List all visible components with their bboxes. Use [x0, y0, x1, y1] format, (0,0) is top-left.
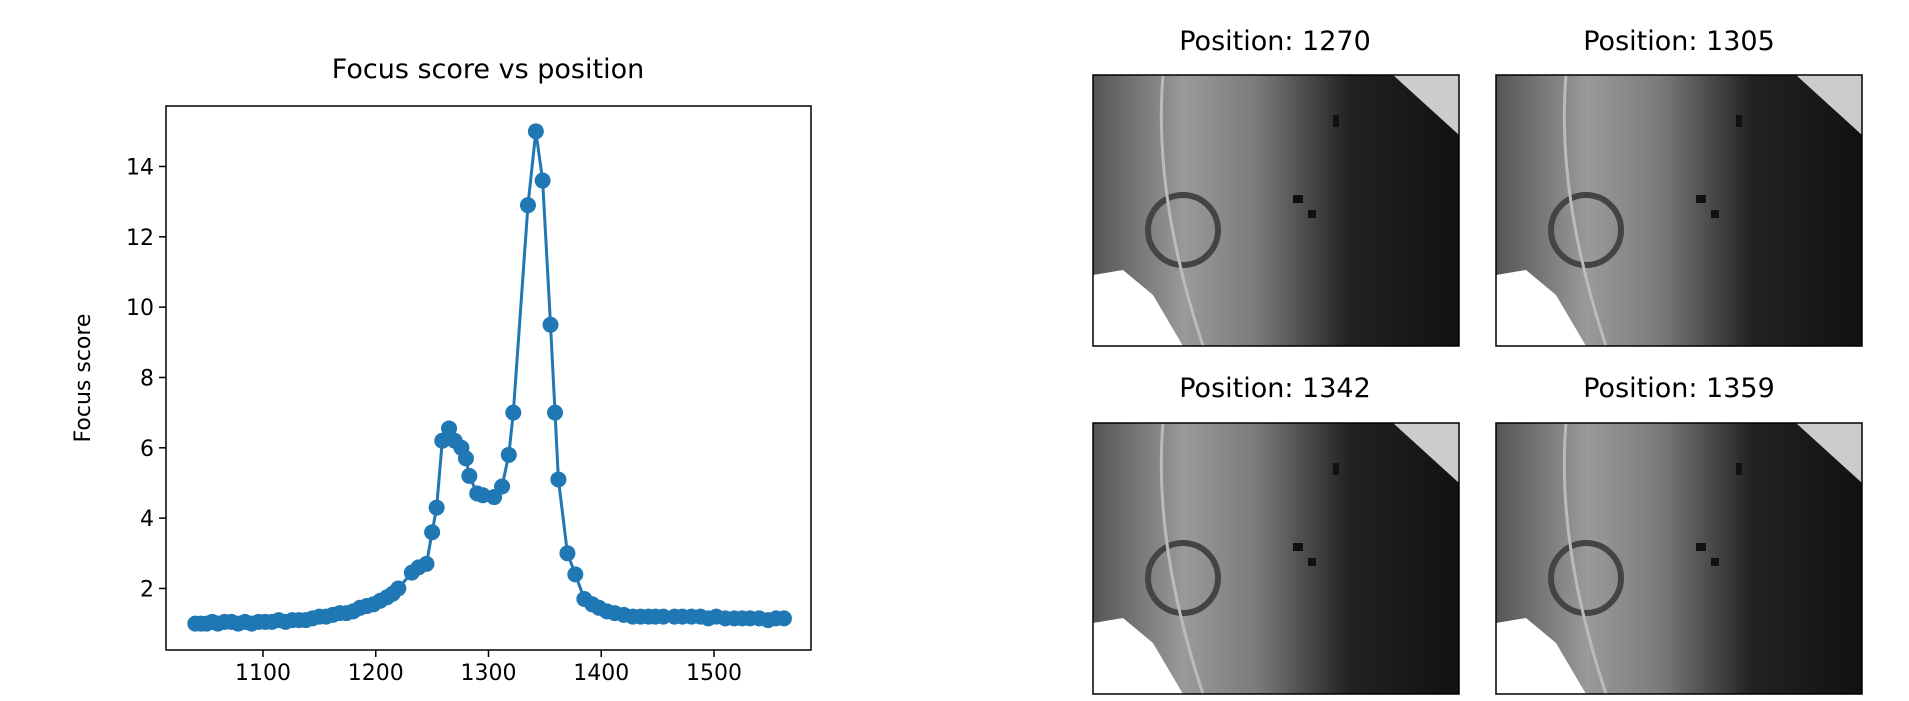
- marker: [550, 471, 567, 488]
- marker: [457, 450, 474, 467]
- marker: [775, 610, 792, 627]
- y-axis-label: Focus score: [71, 314, 96, 443]
- y-tick-label: 6: [140, 437, 154, 462]
- marker: [390, 580, 407, 597]
- image: [1496, 423, 1862, 694]
- chart-title: Focus score vs position: [332, 54, 644, 85]
- marker: [534, 172, 551, 189]
- image: [1093, 75, 1459, 346]
- x-tick-label: 1100: [235, 661, 291, 686]
- line: [195, 131, 784, 626]
- image: [1496, 75, 1862, 346]
- image-title: Position: 1342: [1179, 373, 1371, 404]
- image-frame: [1495, 74, 1863, 347]
- marker: [559, 545, 576, 562]
- marker: [519, 197, 536, 214]
- image-frame: [1092, 422, 1460, 695]
- marker: [441, 420, 458, 437]
- y-tick-label: 8: [140, 366, 154, 391]
- image-frame: [1092, 74, 1460, 347]
- marker: [434, 432, 451, 449]
- marker: [527, 123, 544, 140]
- marker: [505, 404, 522, 421]
- marker: [567, 566, 584, 583]
- y-tick-label: 12: [126, 226, 154, 251]
- x-tick-label: 1500: [686, 661, 742, 686]
- image-title: Position: 1270: [1179, 26, 1371, 57]
- marker: [655, 608, 672, 625]
- marker: [542, 316, 559, 333]
- marker: [494, 478, 511, 495]
- y-tick-label: 4: [140, 507, 154, 532]
- image-title: Position: 1305: [1583, 26, 1775, 57]
- marker: [547, 404, 564, 421]
- marker: [428, 499, 445, 516]
- plot-frame: [165, 105, 812, 651]
- y-tick-label: 10: [126, 296, 154, 321]
- marker: [424, 524, 441, 541]
- x-tick-label: 1300: [461, 661, 517, 686]
- image: [1093, 423, 1459, 694]
- y-tick-label: 14: [126, 155, 154, 180]
- marker: [461, 467, 478, 484]
- y-tick-label: 2: [140, 577, 154, 602]
- marker: [500, 446, 517, 463]
- image-title: Position: 1359: [1583, 373, 1775, 404]
- marker: [418, 555, 435, 572]
- x-tick-label: 1200: [348, 661, 404, 686]
- x-tick-label: 1400: [573, 661, 629, 686]
- image-frame: [1495, 422, 1863, 695]
